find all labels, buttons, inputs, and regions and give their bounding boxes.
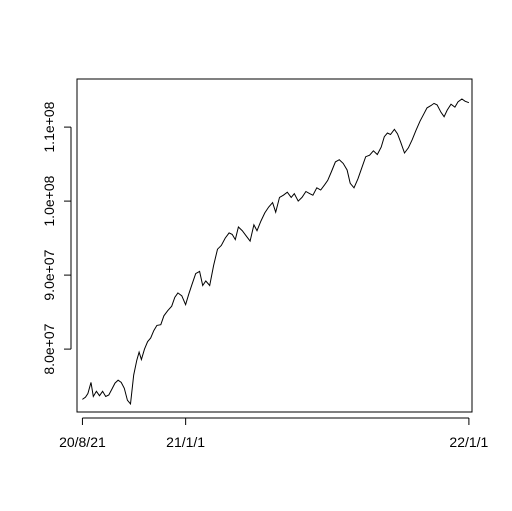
x-axis: 20/8/21 21/1/1 22/1/1	[59, 417, 489, 450]
plot-area	[76, 78, 473, 413]
x-tick-label: 21/1/1	[166, 434, 205, 450]
y-tick-label: 8.0e+07	[41, 323, 57, 374]
x-tick-label: 22/1/1	[449, 434, 488, 450]
y-tick-label: 9.0e+07	[41, 249, 57, 300]
series-line	[82, 98, 470, 406]
y-tick-label: 1.1e+08	[41, 101, 57, 152]
y-tick-label: 1.0e+08	[41, 175, 57, 226]
x-tick-label: 20/8/21	[59, 434, 106, 450]
y-axis: 8.0e+07 9.0e+07 1.0e+08 1.1e+08	[41, 101, 72, 375]
